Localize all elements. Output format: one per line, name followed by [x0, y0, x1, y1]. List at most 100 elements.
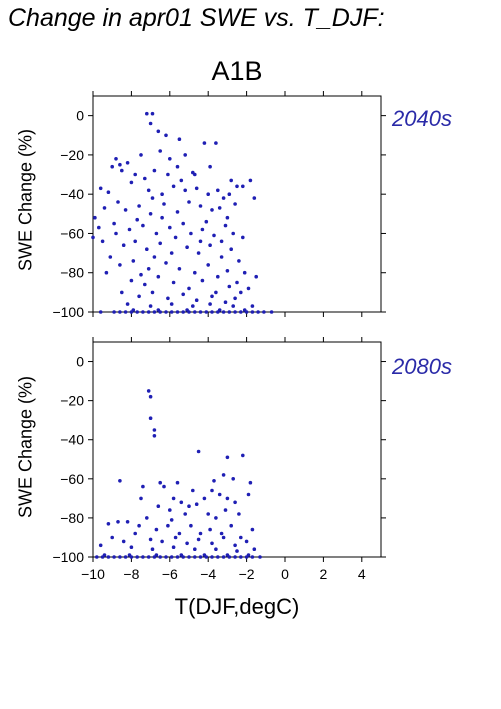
data-point: [145, 247, 149, 251]
data-point: [246, 492, 251, 497]
data-point: [219, 239, 224, 244]
y-tick-label: −80: [60, 265, 84, 281]
data-point: [164, 261, 168, 265]
data-point: [198, 531, 203, 536]
data-point: [152, 310, 157, 314]
data-point: [152, 255, 157, 259]
data-point: [150, 547, 155, 551]
period-label-2040s: 2040s: [392, 106, 452, 131]
data-point: [250, 555, 255, 559]
data-point: [187, 286, 191, 291]
data-point: [100, 239, 105, 244]
data-point: [221, 473, 226, 477]
data-point: [198, 204, 203, 208]
data-point: [229, 178, 233, 183]
data-point: [194, 502, 199, 507]
data-point: [166, 296, 170, 301]
data-point: [175, 164, 180, 169]
period-label-2080s: 2080s: [392, 354, 452, 379]
data-point: [116, 200, 120, 204]
data-point: [123, 555, 128, 559]
data-point: [152, 434, 157, 438]
y-tick-label: −40: [60, 432, 84, 448]
data-point: [221, 555, 226, 559]
data-point: [214, 141, 218, 145]
data-point: [219, 531, 224, 536]
data-point: [102, 553, 107, 557]
data-point: [148, 394, 153, 399]
data-point: [250, 304, 255, 308]
data-point: [158, 480, 162, 485]
data-point: [223, 508, 228, 512]
data-point: [225, 496, 230, 501]
data-point: [200, 278, 205, 283]
y-tick-label: 0: [76, 108, 84, 124]
data-point: [171, 280, 176, 285]
data-point: [196, 537, 201, 542]
data-point: [91, 235, 95, 240]
data-point: [125, 302, 130, 306]
data-point: [118, 479, 122, 483]
data-point: [233, 310, 237, 314]
data-point: [139, 496, 143, 501]
data-point: [162, 484, 166, 489]
data-point: [121, 243, 126, 247]
x-tick-label: 2: [320, 566, 328, 582]
y-tick-label: −100: [52, 304, 84, 320]
data-point: [173, 535, 178, 540]
data-point: [204, 219, 209, 224]
data-point: [112, 310, 116, 314]
data-point: [189, 523, 193, 528]
data-point: [137, 523, 141, 528]
data-point: [210, 488, 214, 493]
data-point: [216, 274, 220, 279]
data-point: [258, 555, 262, 559]
data-point: [112, 555, 116, 559]
data-point: [148, 537, 153, 542]
data-point: [208, 527, 212, 532]
data-point: [171, 545, 176, 549]
x-tick-label: 0: [281, 566, 289, 582]
x-axis-label: T(DJF,degC): [174, 594, 300, 619]
data-point: [98, 186, 103, 191]
data-point: [217, 206, 222, 210]
data-point: [168, 225, 172, 230]
data-point: [179, 553, 184, 557]
data-point: [139, 153, 143, 157]
data-point: [114, 231, 118, 236]
data-point: [158, 241, 162, 246]
data-point: [219, 255, 224, 259]
data-point: [181, 292, 185, 297]
data-point: [239, 310, 243, 314]
data-point: [164, 133, 168, 138]
data-point: [235, 549, 239, 553]
data-point: [231, 231, 235, 236]
data-point: [175, 555, 180, 559]
data-point: [166, 172, 170, 177]
data-point: [193, 547, 197, 551]
data-point: [231, 477, 235, 481]
data-point: [143, 176, 147, 181]
y-tick-label: −20: [60, 393, 84, 409]
data-point: [98, 310, 103, 314]
data-point: [152, 428, 157, 432]
data-point: [223, 300, 228, 305]
data-point: [97, 225, 101, 230]
data-point: [129, 180, 134, 185]
data-point: [244, 539, 249, 544]
data-point: [175, 310, 180, 314]
data-point: [160, 192, 164, 196]
data-point: [206, 512, 210, 516]
data-point: [242, 270, 247, 275]
data-point: [179, 178, 184, 183]
data-point: [164, 310, 168, 314]
data-point: [237, 259, 241, 263]
data-point: [248, 480, 253, 485]
data-point: [139, 272, 143, 277]
data-point: [202, 141, 207, 145]
data-point: [214, 547, 218, 551]
data-point: [168, 157, 172, 161]
data-point: [216, 555, 220, 559]
y-tick-label: −20: [60, 147, 84, 163]
y-tick-label: −60: [60, 225, 84, 241]
